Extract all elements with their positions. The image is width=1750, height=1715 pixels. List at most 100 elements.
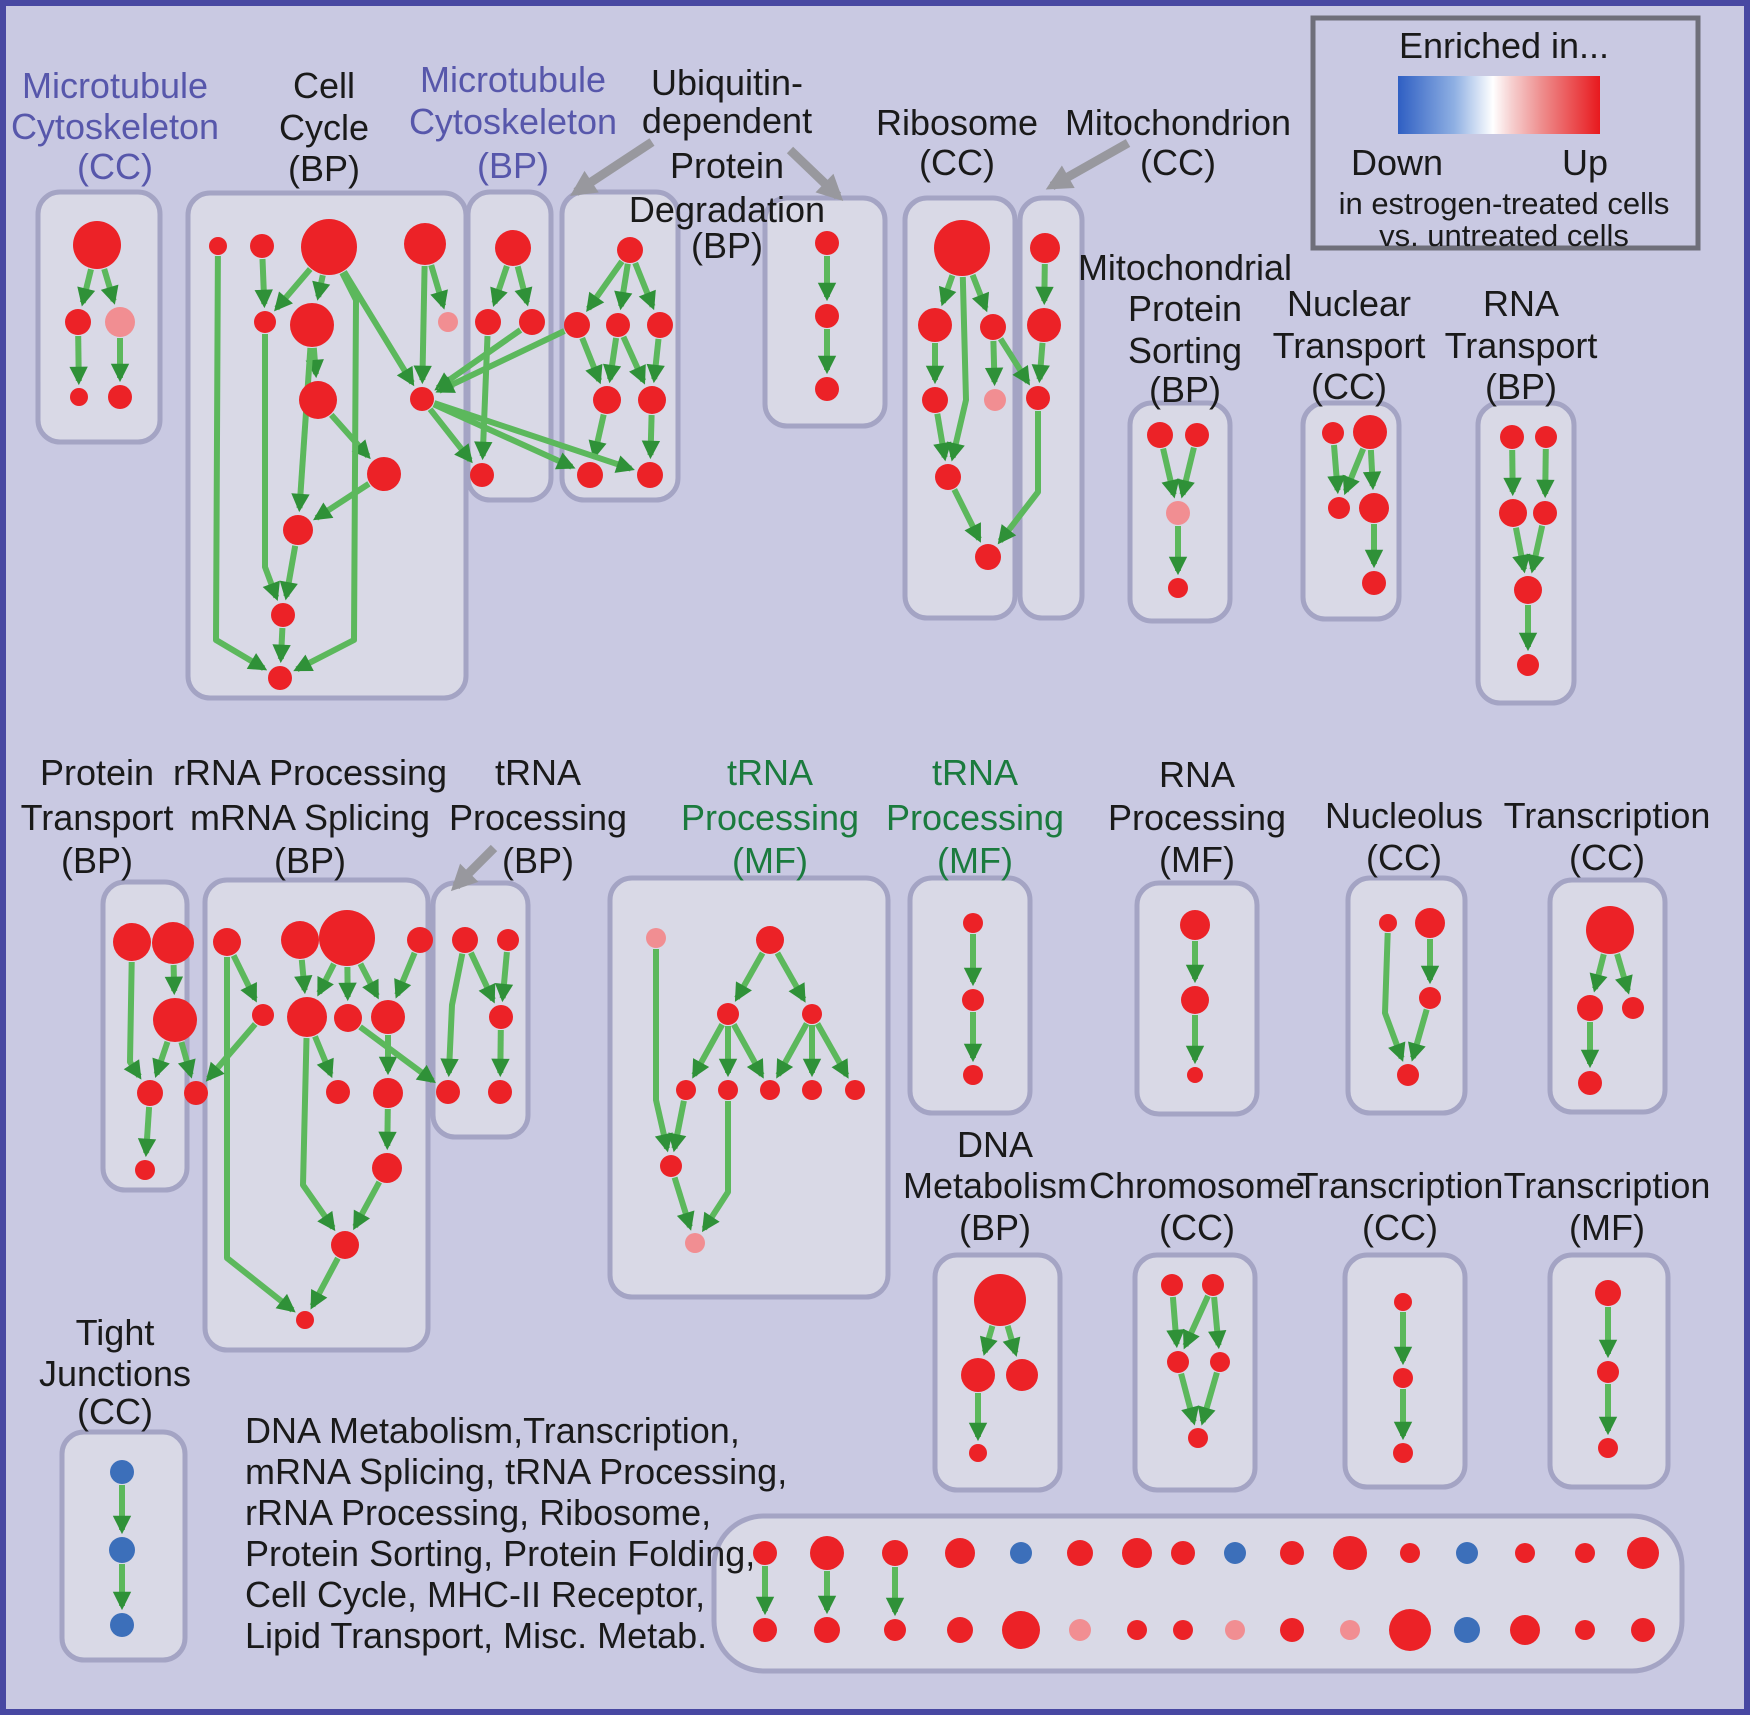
edge-arrow [123, 961, 142, 1080]
go-term-node [1173, 1620, 1193, 1640]
go-term-node [1533, 501, 1557, 525]
edge-arrow [620, 335, 647, 385]
go-term-node [519, 309, 545, 335]
go-term-node [1362, 571, 1386, 595]
edge-arrow [1178, 1372, 1199, 1426]
cluster-label-rrna-processing-mrna-splicing-bp: rRNA Processing [173, 752, 447, 793]
cross-cluster-edge [432, 401, 576, 470]
cluster-label-ubiquitin-degradation-bp: Ubiquitin- [651, 62, 803, 103]
cross-cluster-edge [433, 400, 635, 473]
cluster-label-cell-cycle-bp: Cell [293, 65, 355, 106]
edge-arrow [69, 335, 88, 386]
go-term-node [373, 1078, 403, 1108]
edge-arrow [946, 276, 969, 462]
go-term-node [470, 463, 494, 487]
go-term-node [1514, 576, 1542, 604]
cluster-label-mitochondrion-cc: (CC) [1140, 142, 1216, 183]
go-term-node [660, 1155, 682, 1177]
edge-arrow [731, 1023, 765, 1079]
cluster-label-mitochondrial-protein-sorting-bp: Protein [1128, 288, 1242, 329]
edge-arrow [312, 1035, 334, 1079]
cluster-label-microtubule-cytoskeleton-bp: (BP) [477, 145, 549, 186]
edge-arrow [1526, 525, 1546, 574]
go-term-node [110, 1613, 134, 1637]
go-term-node [109, 1537, 135, 1563]
go-term-node [110, 1460, 134, 1484]
go-term-node [1400, 1543, 1420, 1563]
cluster-label-transcription-cc-1: Transcription [1504, 795, 1711, 836]
go-term-node [271, 603, 295, 627]
go-term-node [1185, 423, 1209, 447]
go-term-node [1067, 1540, 1093, 1566]
go-term-node [287, 997, 327, 1037]
edge-arrow [272, 627, 291, 664]
cluster-label-ribosome-cc: Ribosome [876, 102, 1038, 143]
go-term-node [1389, 1609, 1431, 1651]
go-term-node [153, 998, 197, 1042]
go-term-node [962, 989, 984, 1011]
go-term-node [815, 304, 839, 328]
cluster-label-microtubule-cytoskeleton-bp: Cytoskeleton [409, 101, 617, 142]
edge-arrow [1512, 527, 1531, 574]
edge-arrow [440, 953, 466, 1078]
legend-subtitle: vs. untreated cells [1379, 218, 1629, 253]
go-term-node [963, 1065, 983, 1085]
edge-arrow [701, 1101, 731, 1233]
cluster-label-protein-transport-bp: Transport [21, 797, 174, 838]
go-term-node [152, 922, 194, 964]
go-term-node [1180, 910, 1210, 940]
go-term-node [1161, 1274, 1183, 1296]
edge-arrow [357, 962, 380, 1000]
edge-arrow [668, 1100, 687, 1153]
edge-arrow [274, 267, 313, 312]
cluster-label-rrna-processing-mrna-splicing-bp: (BP) [274, 840, 346, 881]
go-term-node [1359, 493, 1389, 523]
edge-arrow [312, 274, 331, 301]
edge-arrow [428, 264, 448, 310]
go-term-node [1394, 1293, 1412, 1311]
go-term-node [252, 1004, 274, 1026]
go-term-node [1202, 1274, 1224, 1296]
cluster-label-nuclear-transport-cc: Transport [1273, 325, 1426, 366]
mixed-terms-text-line: rRNA Processing, Ribosome, [245, 1492, 711, 1533]
edge-arrow [632, 261, 656, 311]
go-term-node [974, 1274, 1026, 1326]
edge-arrow [646, 338, 665, 384]
edge-arrow [1176, 446, 1197, 499]
go-term-node [1127, 1620, 1147, 1640]
edge-arrow [1035, 263, 1054, 306]
go-term-node [452, 927, 478, 953]
cluster-label-rna-processing-mf: RNA [1159, 754, 1235, 795]
cross-cluster-edge [997, 411, 1041, 545]
go-term-node [268, 666, 292, 690]
go-term-node [1224, 1542, 1246, 1564]
go-term-node [1026, 386, 1050, 410]
go-term-node [1122, 1538, 1152, 1568]
edge-arrow [262, 334, 280, 602]
go-term-node [301, 219, 357, 275]
go-term-node [1010, 1542, 1032, 1564]
edge-arrow [77, 268, 96, 307]
go-term-node [947, 1617, 973, 1643]
go-term-node [1280, 1541, 1304, 1565]
go-term-node [70, 388, 88, 406]
go-term-node [802, 1004, 822, 1024]
cluster-box-transcription-cc-1 [1547, 877, 1668, 1115]
edge-arrow [734, 951, 766, 1002]
cluster-label-microtubule-cytoskeleton-bp: Microtubule [420, 59, 606, 100]
go-term-node [1515, 1543, 1535, 1563]
legend-down-label: Down [1351, 142, 1443, 183]
mitochondrion-pointer-arrow-icon [1045, 139, 1131, 190]
go-term-node [407, 927, 433, 953]
go-term-node [1575, 1620, 1595, 1640]
cluster-label-trna-processing-mf-2: (MF) [937, 840, 1013, 881]
go-term-node [647, 312, 673, 338]
go-term-node [1333, 1536, 1367, 1570]
edge-arrow [468, 951, 496, 1004]
go-term-node [1187, 1067, 1203, 1083]
go-term-node [1147, 422, 1173, 448]
go-term-node [1168, 578, 1188, 598]
edge-arrow [588, 413, 607, 460]
go-term-node [963, 913, 983, 933]
